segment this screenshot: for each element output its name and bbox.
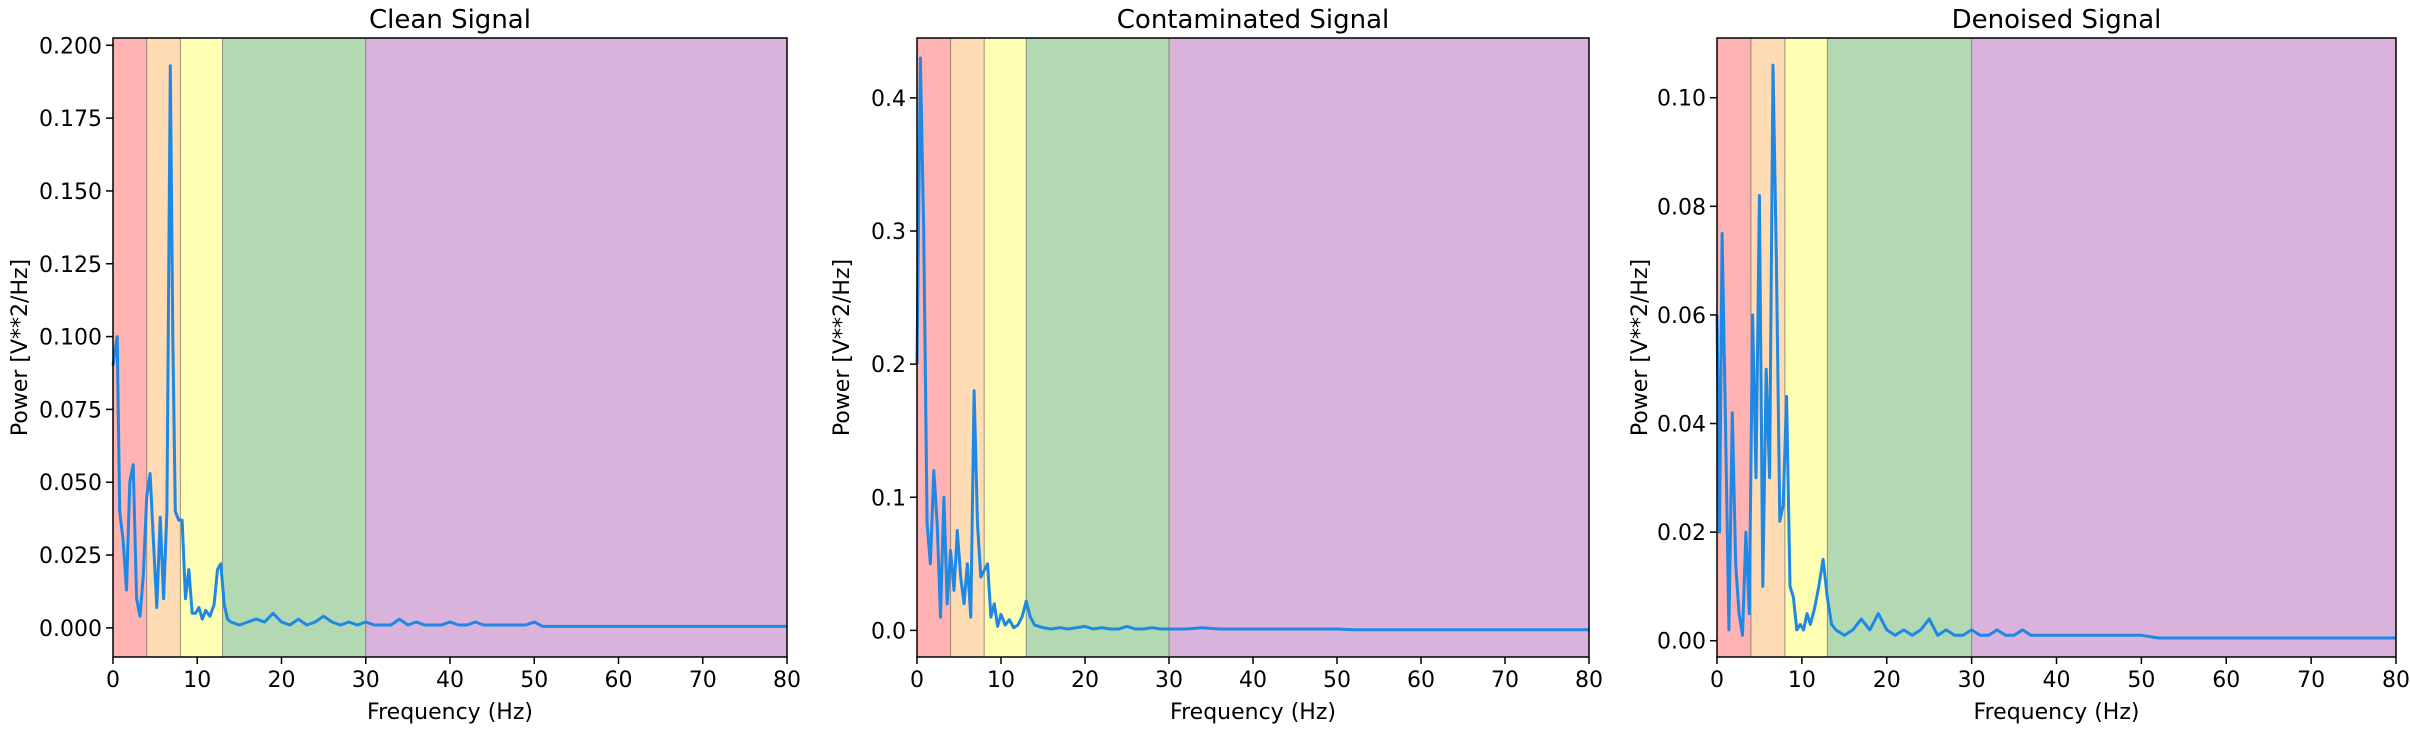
chart-panel-1: 0 10 20 30 40 50 60 70 80 0.000 0.025 0.050 0.075 0.1…	[8, 5, 801, 725]
y-tick-label: 0.1	[871, 486, 906, 511]
y-tick-label: 0.150	[39, 180, 102, 205]
y-tick-label: 0.025	[39, 544, 102, 569]
band-region	[1169, 38, 1589, 657]
y-tick-label: 0.3	[871, 220, 906, 245]
y-axis-label: Power [V**2/Hz]	[1628, 259, 1653, 436]
x-tick-label: 60	[2212, 668, 2240, 693]
x-tick-label: 50	[2127, 668, 2155, 693]
x-tick-label: 50	[1323, 668, 1351, 693]
chart-title: Denoised Signal	[1952, 5, 2162, 35]
y-tick-label: 0.200	[39, 34, 102, 59]
x-tick-label: 0	[910, 668, 924, 693]
band-region	[1784, 38, 1828, 657]
chart-panel-2: 0 10 20 30 40 50 60 70 80 0.0 0.1 0.2 0.3 0.4 Contamin…	[830, 5, 1603, 725]
x-tick-label: 70	[2297, 668, 2325, 693]
y-tick-label: 0.175	[39, 107, 102, 132]
x-tick-label: 80	[1575, 668, 1603, 693]
x-axis-label: Frequency (Hz)	[1170, 700, 1336, 725]
x-tick-label: 10	[1788, 668, 1816, 693]
y-tick-label: 0.4	[871, 87, 906, 112]
x-tick-label: 70	[1491, 668, 1519, 693]
band-region	[984, 38, 1027, 657]
x-tick-label: 30	[352, 668, 380, 693]
band-region	[1750, 38, 1785, 657]
band-region	[222, 38, 366, 657]
x-tick-label: 80	[773, 668, 801, 693]
x-axis-label: Frequency (Hz)	[1974, 700, 2140, 725]
band-region	[365, 38, 787, 657]
band-region	[1026, 38, 1169, 657]
x-tick-label: 20	[1071, 668, 1099, 693]
chart-title: Contaminated Signal	[1117, 5, 1389, 35]
y-axis-label: Power [V**2/Hz]	[8, 259, 33, 436]
y-tick-label: 0.100	[39, 326, 102, 351]
band-region	[180, 38, 223, 657]
psd-line	[915, 56, 1589, 632]
band-region	[146, 38, 181, 657]
y-tick-label: 0.04	[1657, 413, 1706, 438]
x-tick-label: 60	[605, 668, 633, 693]
y-tick-label: 0.08	[1657, 195, 1706, 220]
psd-line	[111, 64, 787, 628]
x-tick-label: 30	[1155, 668, 1183, 693]
x-tick-label: 40	[1239, 668, 1267, 693]
y-tick-label: 0.02	[1657, 521, 1706, 546]
y-tick-label: 0.10	[1657, 87, 1706, 112]
x-tick-label: 50	[520, 668, 548, 693]
y-tick-label: 0.050	[39, 471, 102, 496]
x-tick-label: 0	[106, 668, 120, 693]
x-tick-label: 80	[2382, 668, 2410, 693]
chart-panel-3: 0 10 20 30 40 50 60 70 80 0.00 0.02 0.04 0.06 0.08 0.1…	[1628, 5, 2410, 725]
y-tick-label: 0.0	[871, 619, 906, 644]
x-tick-label: 60	[1407, 668, 1435, 693]
y-tick-label: 0.2	[871, 353, 906, 378]
band-region	[1827, 38, 1972, 657]
y-tick-label: 0.000	[39, 617, 102, 642]
x-tick-label: 20	[268, 668, 296, 693]
x-tick-label: 20	[1873, 668, 1901, 693]
y-tick-label: 0.125	[39, 253, 102, 278]
x-tick-label: 40	[436, 668, 464, 693]
x-tick-label: 10	[987, 668, 1015, 693]
band-region	[1971, 38, 2396, 657]
y-tick-label: 0.00	[1657, 630, 1706, 655]
y-tick-label: 0.075	[39, 398, 102, 423]
x-tick-label: 0	[1710, 668, 1724, 693]
x-tick-label: 10	[183, 668, 211, 693]
x-tick-label: 70	[689, 668, 717, 693]
x-axis-label: Frequency (Hz)	[367, 700, 533, 725]
x-tick-label: 30	[1958, 668, 1986, 693]
psd-line	[1715, 63, 2396, 640]
y-tick-label: 0.06	[1657, 304, 1706, 329]
x-tick-label: 40	[2043, 668, 2071, 693]
y-axis-label: Power [V**2/Hz]	[830, 259, 855, 436]
chart-title: Clean Signal	[369, 5, 531, 35]
